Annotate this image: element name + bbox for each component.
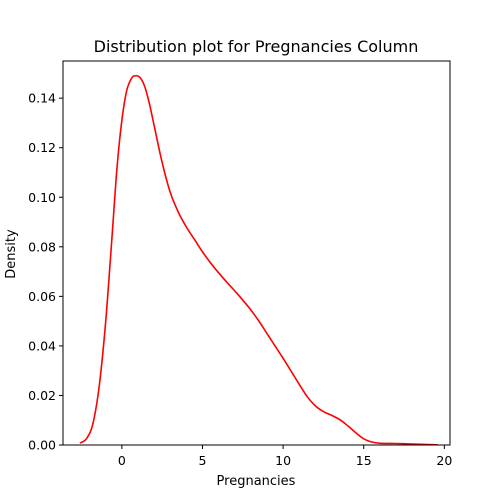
series-group: [79, 74, 438, 446]
x-tick-label: 0: [118, 453, 126, 468]
y-tick-label: 0.02: [28, 388, 56, 403]
density-line: [79, 74, 438, 446]
x-tick-label: 20: [436, 453, 452, 468]
y-tick-label: 0.08: [28, 239, 56, 254]
y-tick-label: 0.14: [28, 91, 56, 106]
y-tick-label: 0.12: [28, 140, 56, 155]
y-tick-label: 0.10: [28, 190, 56, 205]
chart-title: Distribution plot for Pregnancies Column: [94, 37, 419, 56]
y-axis-title: Density: [4, 229, 19, 279]
tick-group: 0 5 10 15 20 0.00 0.02 0.04 0.06 0.08 0.10 0.12 0.14: [28, 91, 452, 468]
y-tick-label: 0.00: [28, 438, 56, 453]
y-tick-label: 0.04: [28, 338, 56, 353]
x-tick-label: 10: [275, 453, 291, 468]
plot-frame: [62, 60, 451, 446]
y-tick-label: 0.06: [28, 289, 56, 304]
x-tick-label: 15: [356, 453, 372, 468]
x-axis-title: Pregnancies: [217, 474, 296, 489]
x-tick-label: 5: [199, 453, 207, 468]
